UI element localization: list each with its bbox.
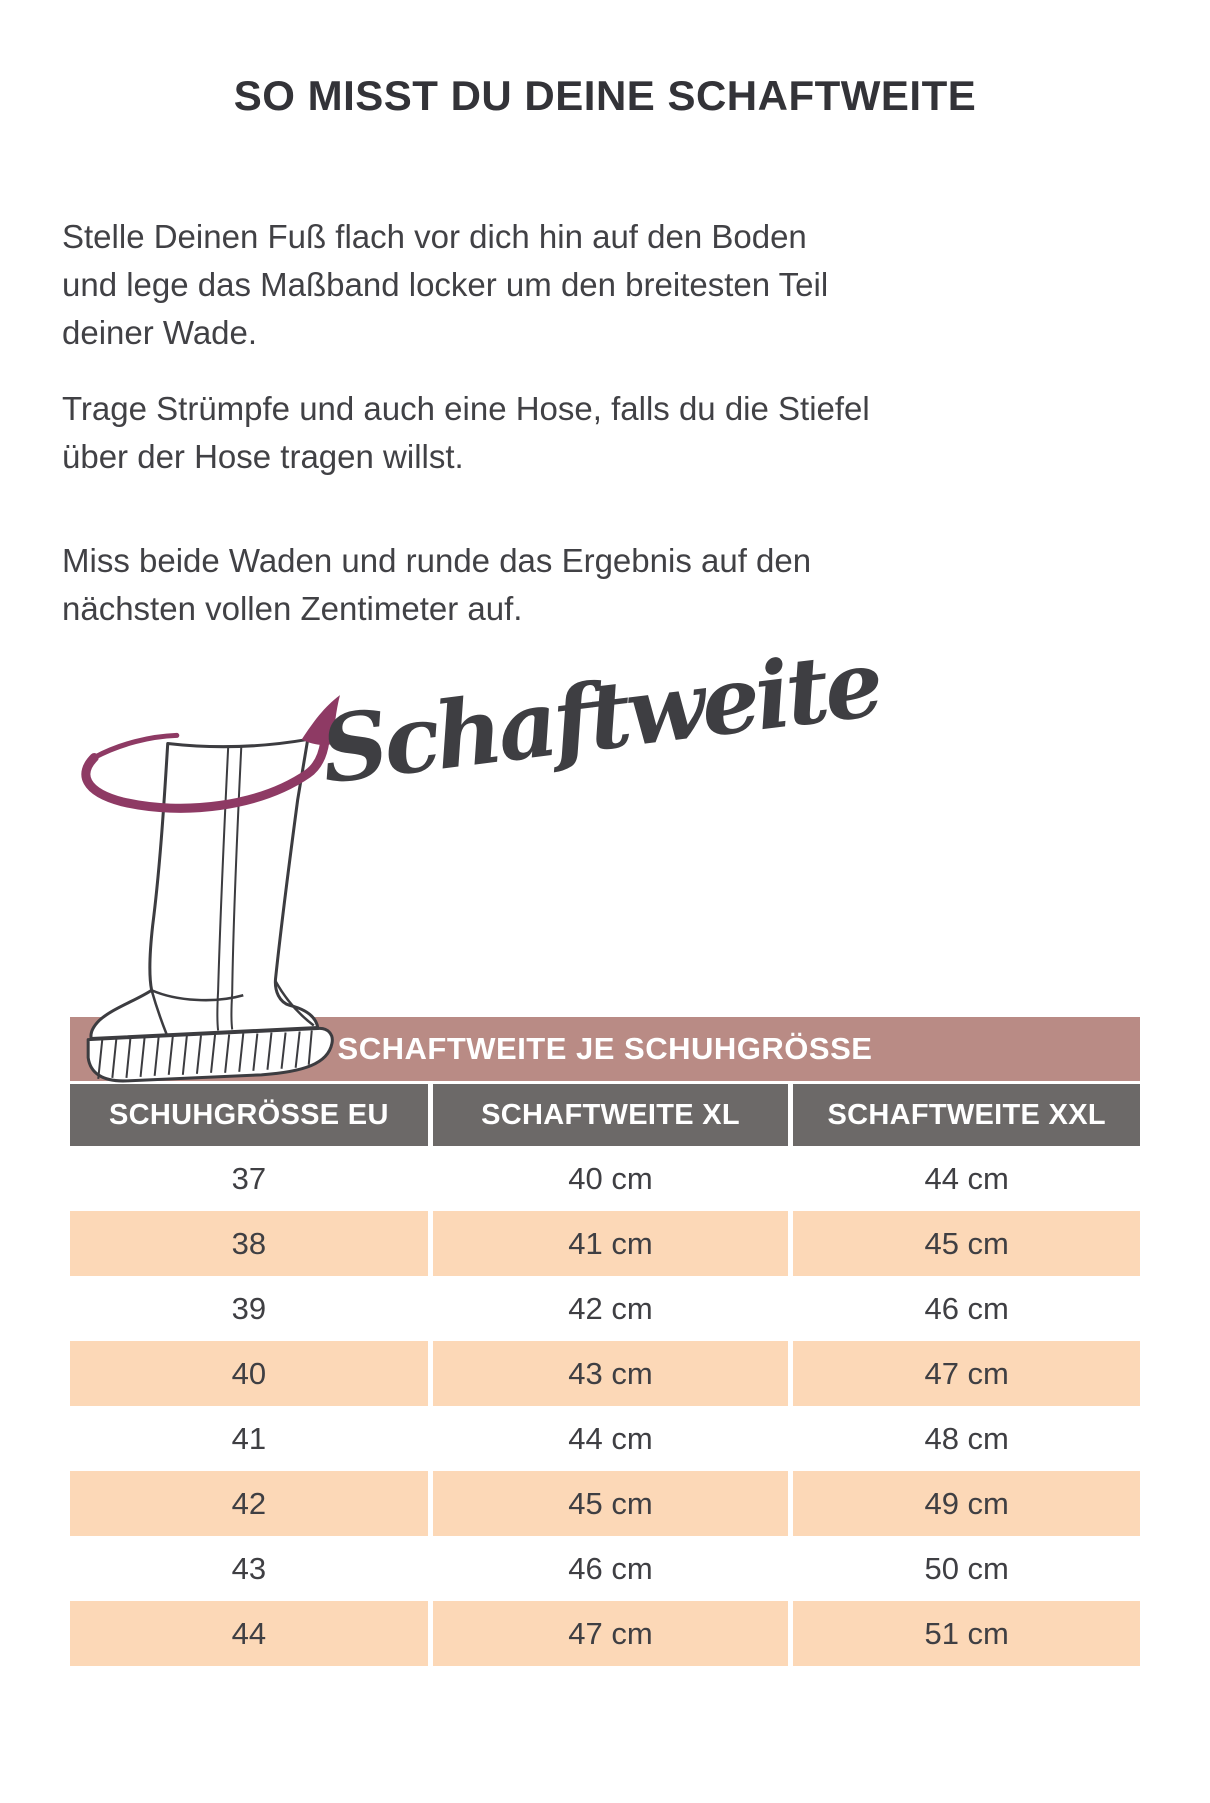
table-row: 42 45 cm 49 cm bbox=[70, 1471, 1140, 1536]
measuring-loop-arrow-icon bbox=[81, 695, 340, 813]
cell-eu: 37 bbox=[70, 1146, 428, 1211]
table-row: 37 40 cm 44 cm bbox=[70, 1146, 1140, 1211]
cell-xl: 45 cm bbox=[432, 1471, 789, 1536]
table-row: 44 47 cm 51 cm bbox=[70, 1601, 1140, 1666]
cell-xl: 46 cm bbox=[432, 1536, 789, 1601]
cell-eu: 42 bbox=[70, 1471, 428, 1536]
instructions: Stelle Deinen Fuß flach vor dich hin auf… bbox=[62, 213, 1150, 633]
shaft-width-illustration: Schaftweite bbox=[0, 629, 1210, 1083]
cell-eu: 39 bbox=[70, 1276, 428, 1341]
schaftweite-script-caption: Schaftweite bbox=[315, 629, 886, 805]
cell-xl: 41 cm bbox=[432, 1211, 789, 1276]
table-row: 40 43 cm 47 cm bbox=[70, 1341, 1140, 1406]
cell-xxl: 47 cm bbox=[793, 1341, 1140, 1406]
page-title: SO MISST DU DEINE SCHAFTWEITE bbox=[233, 72, 977, 119]
cell-xxl: 46 cm bbox=[793, 1276, 1140, 1341]
table-row: 43 46 cm 50 cm bbox=[70, 1536, 1140, 1601]
cell-eu: 40 bbox=[70, 1341, 428, 1406]
column-header-schaftweite-xxl: SCHAFTWEITE XXL bbox=[793, 1084, 1140, 1146]
cell-xxl: 51 cm bbox=[793, 1601, 1140, 1666]
table-row: 41 44 cm 48 cm bbox=[70, 1406, 1140, 1471]
instruction-paragraph-2: Trage Strümpfe und auch eine Hose, falls… bbox=[62, 390, 870, 475]
cell-eu: 41 bbox=[70, 1406, 428, 1471]
column-header-schuhgroesse-eu: SCHUHGRÖSSE EU bbox=[70, 1084, 428, 1146]
cell-eu: 44 bbox=[70, 1601, 428, 1666]
instruction-paragraph-1: Stelle Deinen Fuß flach vor dich hin auf… bbox=[62, 218, 829, 351]
table-row: 38 41 cm 45 cm bbox=[70, 1211, 1140, 1276]
cell-eu: 38 bbox=[70, 1211, 428, 1276]
cell-xl: 44 cm bbox=[432, 1406, 789, 1471]
cell-xl: 42 cm bbox=[432, 1276, 789, 1341]
instruction-paragraph-3: Miss beide Waden und runde das Ergebnis … bbox=[62, 542, 812, 627]
cell-xxl: 48 cm bbox=[793, 1406, 1140, 1471]
size-table: SCHAFTWEITE JE SCHUHGRÖSSE SCHUHGRÖSSE E… bbox=[70, 1017, 1140, 1666]
cell-xl: 43 cm bbox=[432, 1341, 789, 1406]
cell-xxl: 50 cm bbox=[793, 1536, 1140, 1601]
cell-xxl: 49 cm bbox=[793, 1471, 1140, 1536]
cell-xl: 47 cm bbox=[432, 1601, 789, 1666]
cell-xxl: 44 cm bbox=[793, 1146, 1140, 1211]
cell-xl: 40 cm bbox=[432, 1146, 789, 1211]
column-header-schaftweite-xl: SCHAFTWEITE XL bbox=[432, 1084, 789, 1146]
cell-xxl: 45 cm bbox=[793, 1211, 1140, 1276]
table-row: 39 42 cm 46 cm bbox=[70, 1276, 1140, 1341]
boot-icon bbox=[81, 695, 340, 1083]
table-header-row: SCHUHGRÖSSE EU SCHAFTWEITE XL SCHAFTWEIT… bbox=[70, 1084, 1140, 1146]
cell-eu: 43 bbox=[70, 1536, 428, 1601]
